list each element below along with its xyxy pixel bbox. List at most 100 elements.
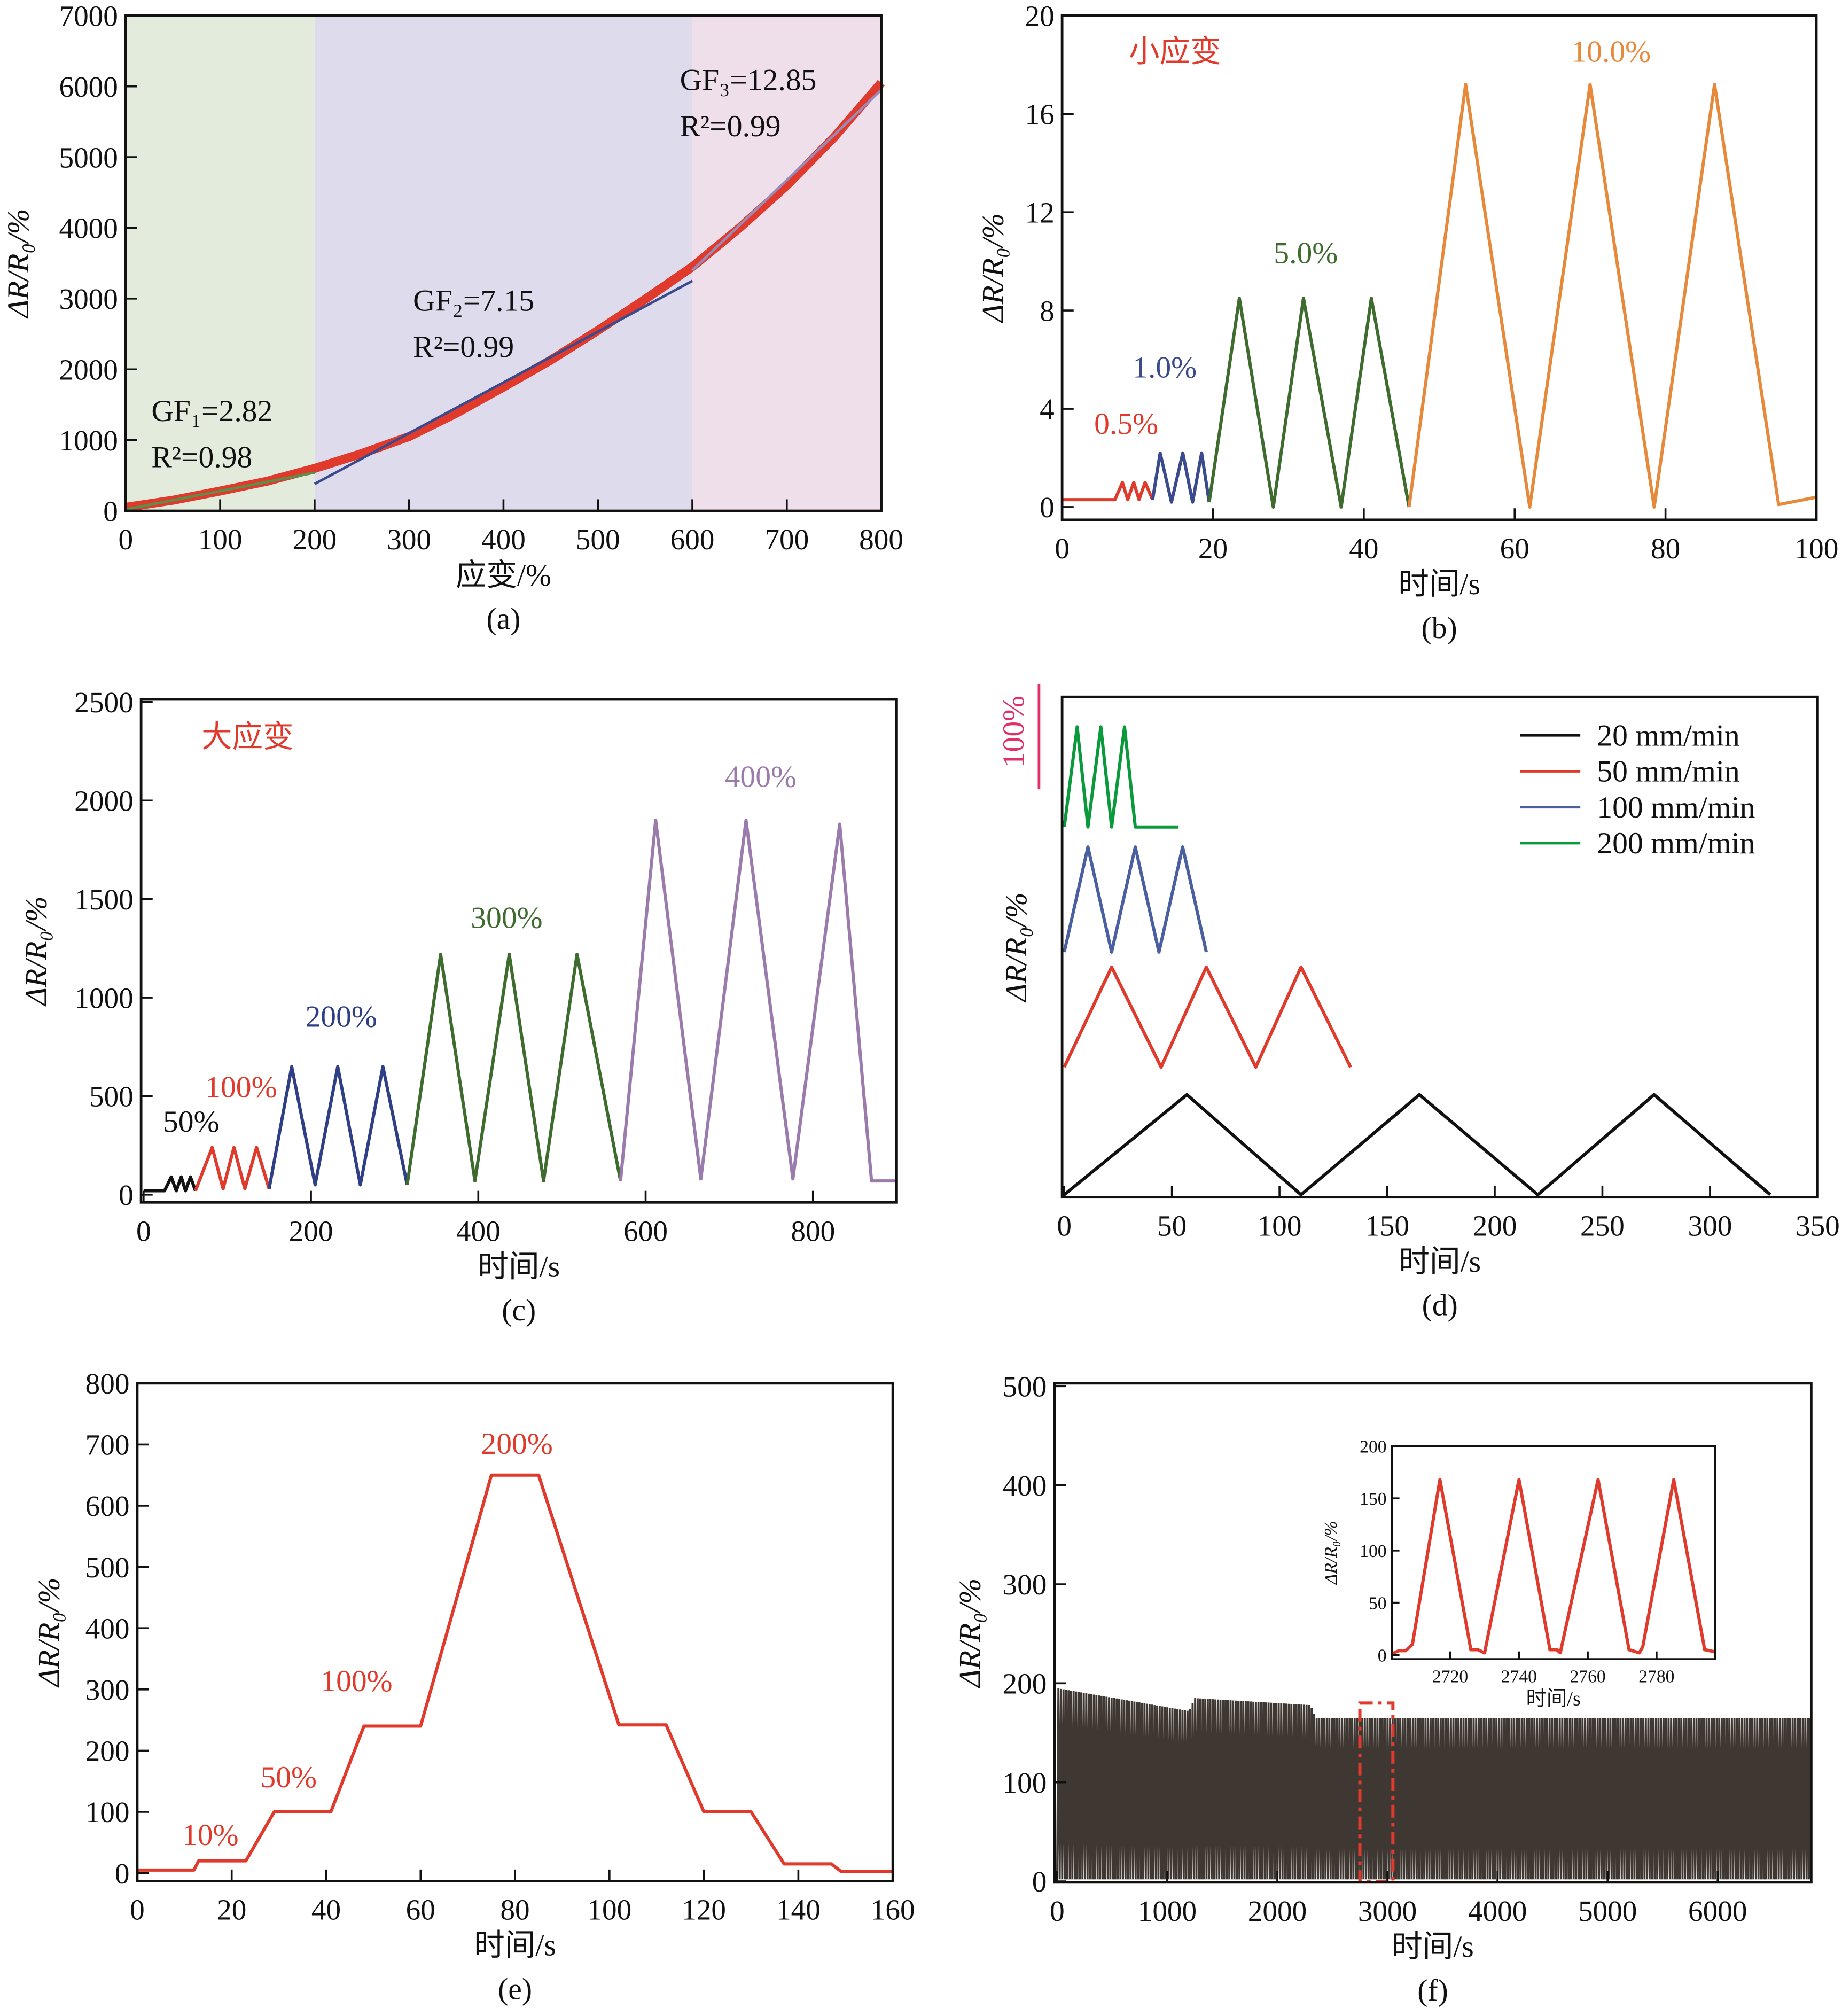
inset-x-label: 时间/s [1526, 1688, 1581, 1710]
x-tick-label: 2000 [1248, 1895, 1307, 1927]
y-tick-label: 20 [1025, 0, 1054, 32]
series-line-3 [1063, 725, 1178, 829]
panel-caption: (d) [1422, 1289, 1458, 1322]
series-line-0 [1391, 1478, 1715, 1656]
series-line-2 [267, 1065, 409, 1189]
annotation: 100% [205, 1070, 277, 1104]
y-tick-label: 50 [1369, 1594, 1387, 1614]
series-line-3 [405, 952, 622, 1185]
series-line-1 [125, 471, 315, 511]
y-axis-label: ΔR/R₀/% [1000, 892, 1033, 1002]
shaded-region [314, 15, 693, 511]
x-axis-label: 应变/% [456, 558, 551, 592]
annotation: 50% [163, 1105, 220, 1139]
y-tick-label: 5000 [59, 141, 118, 174]
x-tick-label: 400 [456, 1215, 501, 1247]
y-tick-label: 400 [85, 1612, 130, 1645]
series-line-1 [194, 1146, 271, 1192]
y-tick-label: 100 [85, 1796, 130, 1828]
x-tick-label: 20 [1198, 532, 1228, 565]
plot-frame [1053, 1382, 1813, 1884]
x-tick-label: 160 [871, 1893, 915, 1926]
legend-label: 200 mm/min [1597, 827, 1755, 860]
annotation: GF₂=7.15 [413, 284, 534, 317]
y-tick-label: 3000 [59, 283, 118, 315]
series-line-3 [691, 89, 883, 271]
x-axis-label: 时间/s [478, 1250, 560, 1284]
series-line-0 [143, 1175, 197, 1193]
series-line-2 [314, 279, 693, 485]
y-tick-label: 200 [85, 1735, 130, 1768]
y-axis-label: ΔR/R₀/% [953, 1578, 987, 1688]
y-tick-label: 400 [1002, 1469, 1047, 1502]
series-line-1 [1151, 451, 1211, 504]
x-axis-label: 时间/s [1399, 1245, 1481, 1279]
y-tick-label: 4 [1040, 393, 1055, 425]
panel-caption: (f) [1417, 1974, 1448, 2007]
x-tick-label: 50 [1157, 1210, 1187, 1242]
x-tick-label: 250 [1580, 1210, 1625, 1242]
x-tick-label: 600 [623, 1215, 668, 1247]
annotation: 50% [260, 1761, 317, 1794]
annotation: 100% [321, 1664, 392, 1698]
series-line-3 [1407, 82, 1817, 509]
y-tick-label: 16 [1025, 98, 1054, 130]
y-tick-label: 600 [85, 1490, 130, 1522]
x-axis-label: 时间/s [474, 1929, 556, 1963]
x-tick-label: 60 [406, 1893, 435, 1926]
annotation: 1.0% [1133, 351, 1197, 384]
y-tick-label: 0 [1032, 1865, 1047, 1898]
panel-caption: (c) [502, 1294, 536, 1327]
annotation: R²=0.99 [413, 330, 514, 364]
x-tick-label: 600 [670, 523, 715, 556]
x-tick-label: 80 [1651, 532, 1680, 565]
y-tick-label: 0 [119, 1179, 134, 1211]
x-tick-label: 150 [1365, 1210, 1409, 1242]
y-axis-label: ΔR/R₀/% [32, 1578, 66, 1688]
x-tick-label: 20 [217, 1893, 246, 1926]
annotation: GF₃=12.85 [680, 64, 817, 97]
x-tick-label: 100 [587, 1893, 631, 1926]
x-tick-label: 0 [1057, 1210, 1072, 1242]
y-tick-label: 300 [1002, 1568, 1047, 1601]
y-tick-label: 500 [89, 1080, 134, 1113]
series-line-2 [1207, 297, 1411, 509]
y-tick-label: 500 [1002, 1371, 1047, 1403]
x-tick-label: 1000 [1138, 1895, 1197, 1927]
x-tick-label: 100 [1258, 1210, 1302, 1242]
x-tick-label: 400 [481, 523, 526, 556]
annotation: GF₁=2.82 [151, 394, 272, 428]
y-tick-label: 2000 [74, 784, 133, 817]
x-tick-label: 5000 [1578, 1895, 1637, 1927]
inset-y-label: ΔR/R₀/% [1321, 1521, 1341, 1585]
series-line-4 [619, 819, 897, 1183]
plot-frame [1060, 695, 1819, 1199]
x-tick-label: 40 [311, 1893, 341, 1926]
legend-label: 20 mm/min [1597, 719, 1739, 752]
x-tick-label: 800 [791, 1215, 835, 1247]
y-axis-label: ΔR/R₀/% [2, 209, 35, 319]
x-axis-label: 时间/s [1392, 1930, 1474, 1964]
series-line-0 [137, 1473, 893, 1873]
scale-bar-label: 100% [997, 696, 1031, 767]
x-tick-label: 0 [1055, 532, 1070, 565]
series-line-0 [1063, 1093, 1771, 1196]
x-tick-label: 200 [292, 523, 337, 556]
x-tick-label: 0 [119, 523, 134, 556]
series-line-0 [1062, 480, 1154, 502]
annotation: 大应变 [201, 720, 294, 754]
x-tick-label: 2780 [1638, 1667, 1674, 1686]
y-tick-label: 150 [1360, 1489, 1386, 1509]
y-tick-label: 300 [85, 1673, 130, 1706]
plot-frame [1391, 1445, 1716, 1660]
y-tick-label: 0 [103, 495, 118, 527]
x-tick-label: 350 [1796, 1210, 1840, 1242]
x-tick-label: 120 [682, 1893, 726, 1926]
y-tick-label: 7000 [59, 0, 118, 32]
x-axis-label: 时间/s [1398, 567, 1480, 601]
x-tick-label: 60 [1500, 532, 1529, 565]
y-tick-label: 700 [85, 1429, 130, 1461]
annotation: R²=0.98 [151, 440, 252, 474]
x-tick-label: 3000 [1358, 1895, 1417, 1927]
